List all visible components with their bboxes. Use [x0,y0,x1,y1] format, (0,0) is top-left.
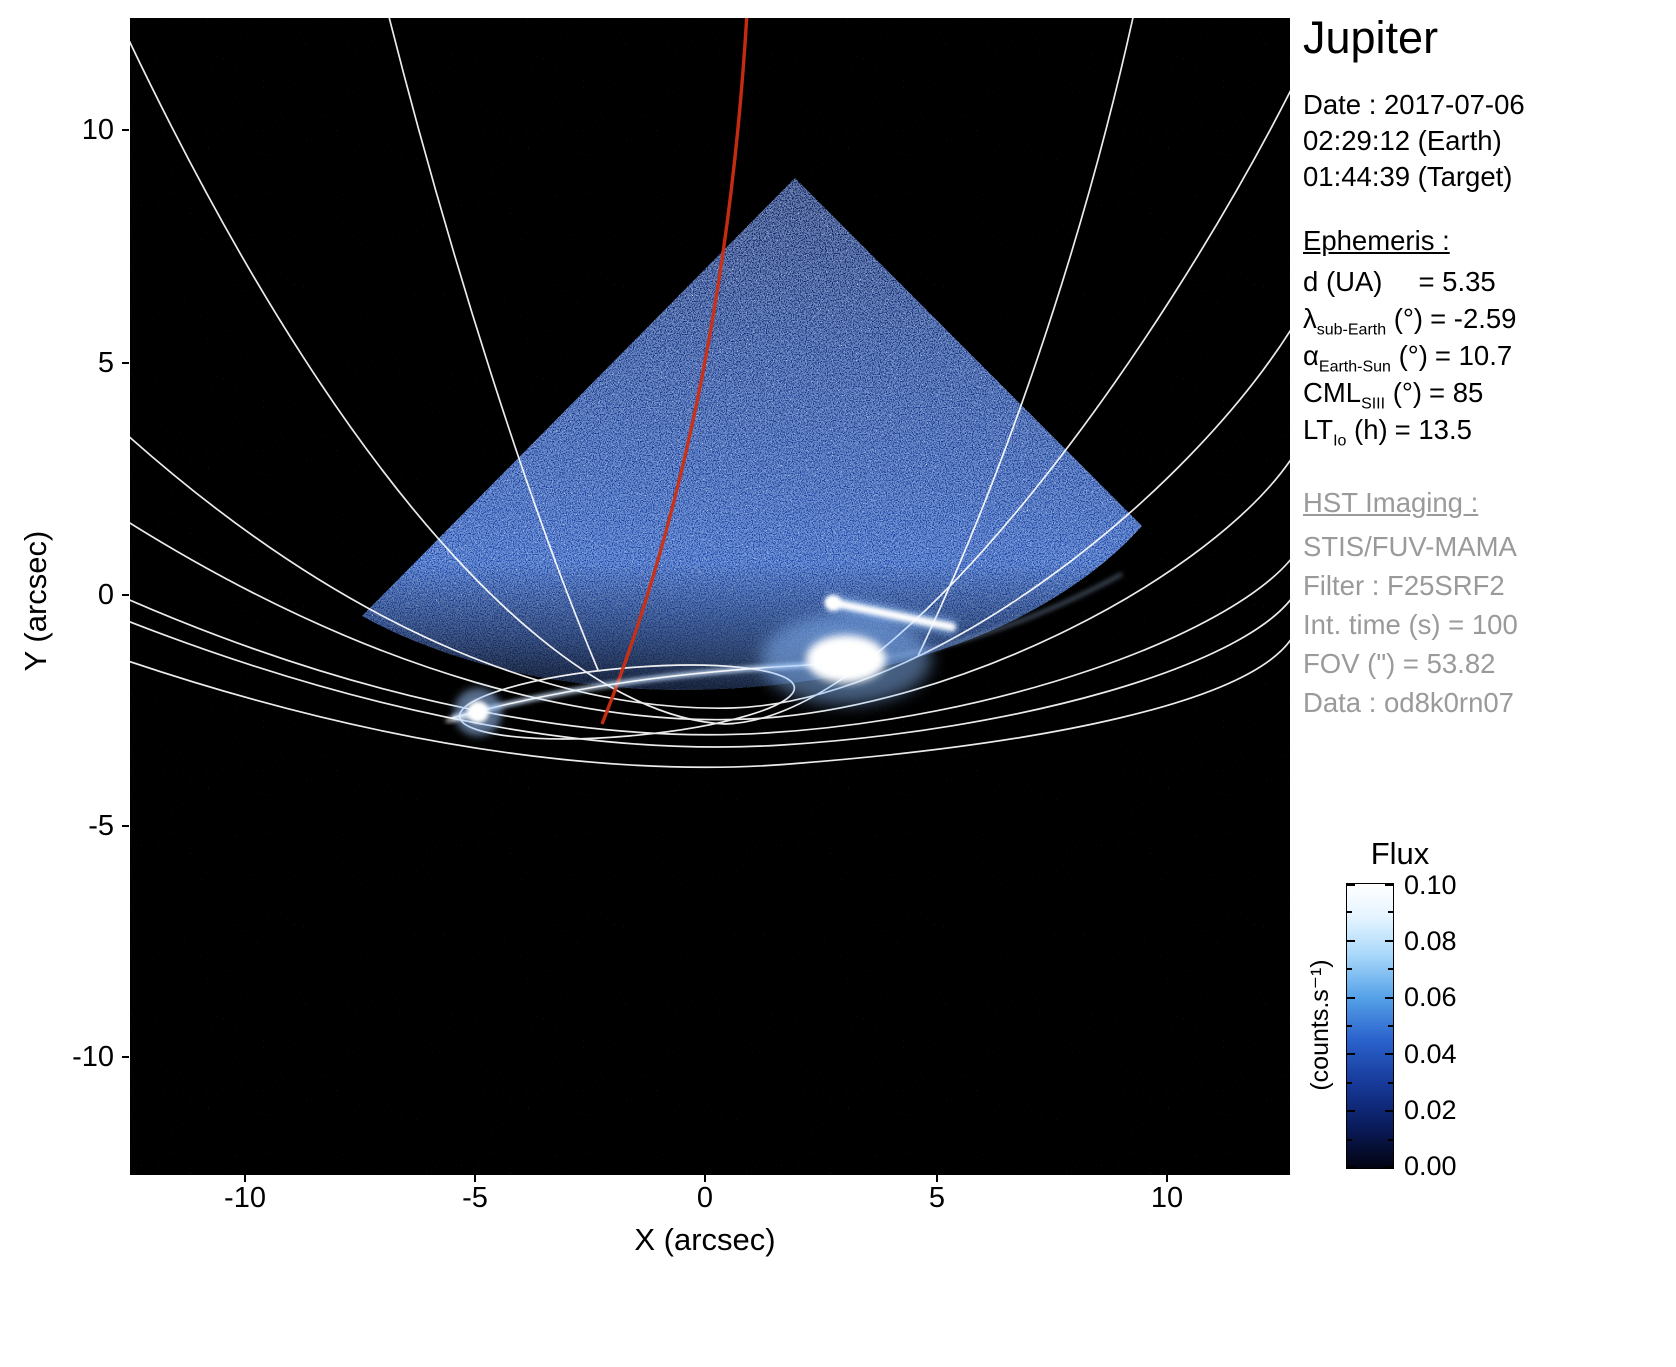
observation-earth-time: 02:29:12 (Earth) [1303,125,1502,157]
y-tick-mark [122,594,129,596]
ephemeris-row-cml: CMLSIII (°) = 85 [1303,377,1484,413]
y-tick-label: -10 [72,1041,114,1073]
observation-date: Date : 2017-07-06 [1303,89,1525,121]
y-tick-label: 5 [97,347,114,379]
x-tick-mark [704,1175,706,1182]
x-tick-label: -5 [462,1182,488,1214]
hst-filter: Filter : F25SRF2 [1303,570,1505,602]
ephemeris-heading: Ephemeris : [1303,225,1450,257]
ephemeris-row-lambda: λsub-Earth (°) = -2.59 [1303,303,1517,339]
x-tick-label: 0 [696,1182,714,1214]
y-axis-title: Y (arcsec) [18,530,53,672]
colorbar [1346,883,1394,1169]
colorbar-unit-label: (counts.s⁻¹) [1306,959,1334,1091]
y-tick-label: 0 [97,579,114,611]
x-tick-mark [244,1175,246,1182]
colorbar-tick-label: 0.08 [1404,926,1457,956]
planet-graticule [130,18,1290,769]
x-tick-label: 10 [1150,1182,1184,1214]
y-tick-label: -5 [88,810,114,842]
plot-area [130,18,1290,1175]
x-tick-mark [1166,1175,1168,1182]
info-panel: Jupiter Date : 2017-07-06 02:29:12 (Eart… [1303,14,1669,722]
hst-imaging-block: HST Imaging : STIS/FUV-MAMA Filter : F25… [1303,487,1669,722]
y-tick-mark [122,129,129,131]
x-tick-label: -10 [224,1182,266,1214]
y-tick-mark [122,825,129,827]
y-tick-label: 10 [81,114,114,146]
hst-imaging-heading: HST Imaging : [1303,487,1479,519]
x-tick-mark [936,1175,938,1182]
colorbar-tick-label: 0.00 [1404,1151,1457,1181]
auroral-emission [445,572,1123,736]
y-tick-mark [122,1056,129,1058]
colorbar-tick-label: 0.04 [1404,1039,1457,1069]
hst-instrument: STIS/FUV-MAMA [1303,531,1517,563]
colorbar-tick-label: 0.10 [1404,870,1457,900]
ephemeris-row-d: d (UA) = 5.35 [1303,266,1496,298]
hst-fov: FOV (") = 53.82 [1303,648,1496,680]
page-title: Jupiter [1303,12,1439,63]
colorbar-title: Flux [1370,836,1430,871]
x-tick-label: 5 [928,1182,946,1214]
ephemeris-rows: d (UA) = 5.35 λsub-Earth (°) = -2.59 αEa… [1303,266,1669,451]
hst-data-id: Data : od8k0rn07 [1303,687,1514,719]
y-tick-mark [122,362,129,364]
colorbar-tick-label: 0.02 [1404,1095,1457,1125]
ephemeris-row-alpha: αEarth-Sun (°) = 10.7 [1303,340,1513,376]
fuv-image-canvas [130,18,1290,1175]
observation-target-time: 01:44:39 (Target) [1303,161,1513,193]
x-tick-mark [474,1175,476,1182]
colorbar-tick-label: 0.06 [1404,982,1457,1012]
observation-block: Date : 2017-07-06 02:29:12 (Earth) 01:44… [1303,87,1669,195]
ephemeris-row-lt: LTIo (h) = 13.5 [1303,414,1472,450]
cml-meridian-line [600,18,749,725]
x-axis-title: X (arcsec) [634,1222,776,1257]
hst-int-time: Int. time (s) = 100 [1303,609,1518,641]
